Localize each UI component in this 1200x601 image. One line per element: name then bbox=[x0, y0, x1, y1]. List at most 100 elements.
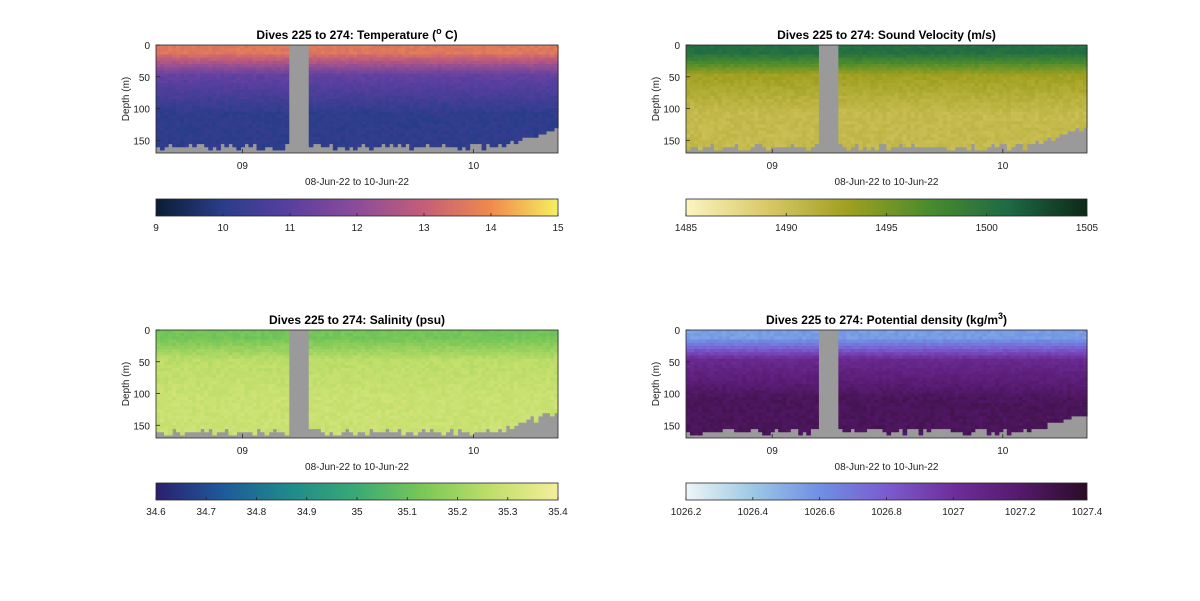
heatmap-cell bbox=[373, 67, 378, 72]
heatmap-cell bbox=[168, 60, 173, 65]
heatmap-cell bbox=[545, 105, 551, 110]
heatmap-cell bbox=[352, 92, 358, 97]
heatmap-cell bbox=[942, 73, 948, 78]
heatmap-cell bbox=[377, 124, 382, 129]
heatmap-cell bbox=[172, 60, 177, 65]
heatmap-cell bbox=[425, 79, 430, 84]
heatmap-cell bbox=[429, 127, 434, 132]
heatmap-cell bbox=[357, 92, 362, 97]
heatmap-cell bbox=[549, 45, 555, 49]
heatmap-cell bbox=[690, 45, 695, 49]
heatmap-cell bbox=[842, 57, 847, 62]
heatmap-cell bbox=[268, 111, 274, 116]
heatmap-cell bbox=[850, 102, 856, 106]
heatmap-cell bbox=[882, 133, 888, 138]
heatmap-cell bbox=[690, 51, 695, 56]
heatmap-cell bbox=[336, 92, 342, 97]
heatmap-cell bbox=[770, 73, 775, 78]
heatmap-cell bbox=[264, 105, 270, 110]
heatmap-cell bbox=[541, 121, 547, 126]
heatmap-cell bbox=[465, 108, 471, 113]
heatmap-cell bbox=[766, 137, 771, 141]
heatmap-cell bbox=[489, 76, 495, 81]
heatmap-cell bbox=[810, 137, 815, 141]
heatmap-cell bbox=[710, 133, 715, 138]
heatmap-cell bbox=[473, 83, 479, 87]
heatmap-cell bbox=[746, 121, 751, 126]
heatmap-cell bbox=[878, 140, 884, 145]
heatmap-cell bbox=[918, 86, 924, 91]
heatmap-cell bbox=[766, 121, 771, 126]
heatmap-cell bbox=[505, 86, 511, 91]
heatmap-cell bbox=[164, 118, 169, 122]
heatmap-cell bbox=[754, 60, 759, 65]
heatmap-cell bbox=[164, 76, 169, 81]
heatmap-cell bbox=[886, 86, 892, 91]
heatmap-cell bbox=[698, 124, 703, 129]
heatmap-cell bbox=[200, 124, 205, 129]
heatmap-cell bbox=[870, 99, 876, 103]
heatmap-cell bbox=[397, 118, 402, 122]
heatmap-cell bbox=[280, 89, 286, 94]
heatmap-cell bbox=[762, 79, 767, 84]
heatmap-cell bbox=[798, 130, 803, 135]
heatmap-cell bbox=[252, 45, 258, 49]
heatmap-cell bbox=[385, 114, 390, 119]
heatmap-cell bbox=[686, 137, 691, 141]
heatmap-cell bbox=[782, 99, 787, 103]
heatmap-cell bbox=[256, 130, 262, 135]
heatmap-cell bbox=[272, 118, 278, 122]
heatmap-cell bbox=[950, 48, 956, 52]
heatmap-cell bbox=[421, 89, 426, 94]
heatmap-cell bbox=[256, 102, 262, 106]
heatmap-cell bbox=[425, 102, 430, 106]
heatmap-cell bbox=[858, 60, 864, 65]
heatmap-cell bbox=[886, 133, 892, 138]
heatmap-cell bbox=[698, 146, 703, 151]
heatmap-cell bbox=[425, 137, 430, 141]
heatmap-cell bbox=[252, 86, 258, 91]
heatmap-cell bbox=[726, 54, 731, 59]
heatmap-cell bbox=[866, 54, 872, 59]
heatmap-cell bbox=[361, 48, 366, 52]
heatmap-cell bbox=[393, 108, 398, 113]
heatmap-cell bbox=[493, 51, 499, 56]
heatmap-cell bbox=[509, 124, 515, 129]
heatmap-cell bbox=[914, 127, 920, 132]
heatmap-cell bbox=[232, 54, 237, 59]
heatmap-cell bbox=[790, 83, 795, 87]
heatmap-cell bbox=[910, 92, 916, 97]
heatmap-cell bbox=[344, 57, 350, 62]
heatmap-cell bbox=[702, 67, 707, 72]
heatmap-cell bbox=[722, 133, 727, 138]
heatmap-cell bbox=[276, 133, 282, 138]
heatmap-cell bbox=[284, 83, 290, 87]
heatmap-cell bbox=[160, 146, 165, 151]
heatmap-cell bbox=[256, 60, 262, 65]
heatmap-cell bbox=[220, 108, 225, 113]
heatmap-cell bbox=[509, 45, 515, 49]
heatmap-cell bbox=[417, 99, 422, 103]
heatmap-cell bbox=[521, 51, 527, 56]
heatmap-cell bbox=[521, 102, 527, 106]
heatmap-cell bbox=[176, 118, 181, 122]
heatmap-cell bbox=[172, 114, 177, 119]
heatmap-cell bbox=[798, 133, 803, 138]
heatmap-cell bbox=[240, 127, 246, 132]
heatmap-cell bbox=[453, 54, 459, 59]
heatmap-cell bbox=[453, 67, 459, 72]
heatmap-cell bbox=[204, 89, 209, 94]
heatmap-cell bbox=[481, 83, 487, 87]
heatmap-cell bbox=[336, 121, 342, 126]
heatmap-cell bbox=[521, 70, 527, 75]
heatmap-cell bbox=[252, 79, 258, 84]
heatmap-cell bbox=[810, 105, 815, 110]
heatmap-cell bbox=[481, 99, 487, 103]
heatmap-cell bbox=[168, 48, 173, 52]
heatmap-cell bbox=[698, 143, 703, 148]
heatmap-cell bbox=[914, 73, 920, 78]
heatmap-cell bbox=[894, 57, 900, 62]
heatmap-cell bbox=[357, 89, 362, 94]
heatmap-cell bbox=[774, 64, 779, 68]
heatmap-cell bbox=[794, 48, 799, 52]
